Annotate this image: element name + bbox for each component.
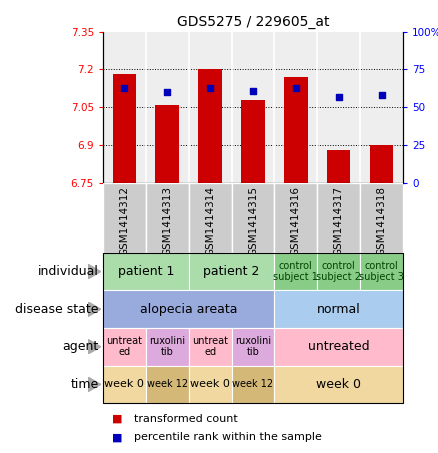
- Polygon shape: [88, 264, 101, 279]
- Text: control
subject 3: control subject 3: [359, 261, 404, 282]
- Text: agent: agent: [62, 340, 99, 353]
- Text: control
subject 1: control subject 1: [273, 261, 318, 282]
- Text: GSM1414315: GSM1414315: [248, 186, 258, 256]
- Text: GSM1414314: GSM1414314: [205, 186, 215, 256]
- Point: [250, 87, 257, 94]
- Text: transformed count: transformed count: [134, 414, 237, 424]
- Point: [121, 84, 128, 91]
- Point: [378, 92, 385, 99]
- Text: GSM1414313: GSM1414313: [162, 186, 172, 256]
- Bar: [189, 183, 232, 253]
- Bar: [113, 74, 136, 183]
- Text: ■: ■: [112, 432, 122, 442]
- Polygon shape: [88, 302, 101, 317]
- Text: untreat
ed: untreat ed: [192, 337, 228, 357]
- Text: patient 1: patient 1: [118, 265, 174, 278]
- Point: [207, 84, 214, 91]
- Text: week 0: week 0: [316, 378, 361, 391]
- Title: GDS5275 / 229605_at: GDS5275 / 229605_at: [177, 15, 329, 29]
- Text: week 12: week 12: [147, 379, 188, 390]
- Bar: [198, 69, 222, 183]
- Polygon shape: [88, 339, 101, 354]
- Text: GSM1414312: GSM1414312: [120, 186, 129, 256]
- Bar: [155, 105, 179, 183]
- Text: percentile rank within the sample: percentile rank within the sample: [134, 432, 321, 442]
- Text: control
subject 2: control subject 2: [316, 261, 361, 282]
- Text: time: time: [71, 378, 99, 391]
- Bar: [370, 145, 393, 183]
- Text: week 0: week 0: [190, 379, 230, 390]
- Point: [335, 93, 342, 100]
- Text: ruxolini
tib: ruxolini tib: [149, 337, 185, 357]
- Text: untreated: untreated: [308, 340, 370, 353]
- Text: GSM1414316: GSM1414316: [291, 186, 301, 256]
- Text: GSM1414318: GSM1414318: [377, 186, 386, 256]
- Point: [292, 84, 299, 91]
- Bar: [146, 183, 189, 253]
- Text: ■: ■: [112, 414, 122, 424]
- Text: week 12: week 12: [233, 379, 273, 390]
- Polygon shape: [88, 377, 101, 392]
- Text: week 0: week 0: [104, 379, 144, 390]
- Text: GSM1414317: GSM1414317: [334, 186, 344, 256]
- Text: disease state: disease state: [15, 303, 99, 316]
- Text: patient 2: patient 2: [203, 265, 260, 278]
- Bar: [284, 77, 307, 183]
- Text: ruxolini
tib: ruxolini tib: [235, 337, 271, 357]
- Bar: [103, 183, 146, 253]
- Bar: [241, 100, 265, 183]
- Bar: [232, 183, 274, 253]
- Bar: [274, 183, 317, 253]
- Text: normal: normal: [317, 303, 360, 316]
- Bar: [360, 183, 403, 253]
- Bar: [327, 150, 350, 183]
- Text: individual: individual: [38, 265, 99, 278]
- Text: untreat
ed: untreat ed: [106, 337, 142, 357]
- Text: alopecia areata: alopecia areata: [140, 303, 237, 316]
- Point: [164, 88, 171, 96]
- Bar: [317, 183, 360, 253]
